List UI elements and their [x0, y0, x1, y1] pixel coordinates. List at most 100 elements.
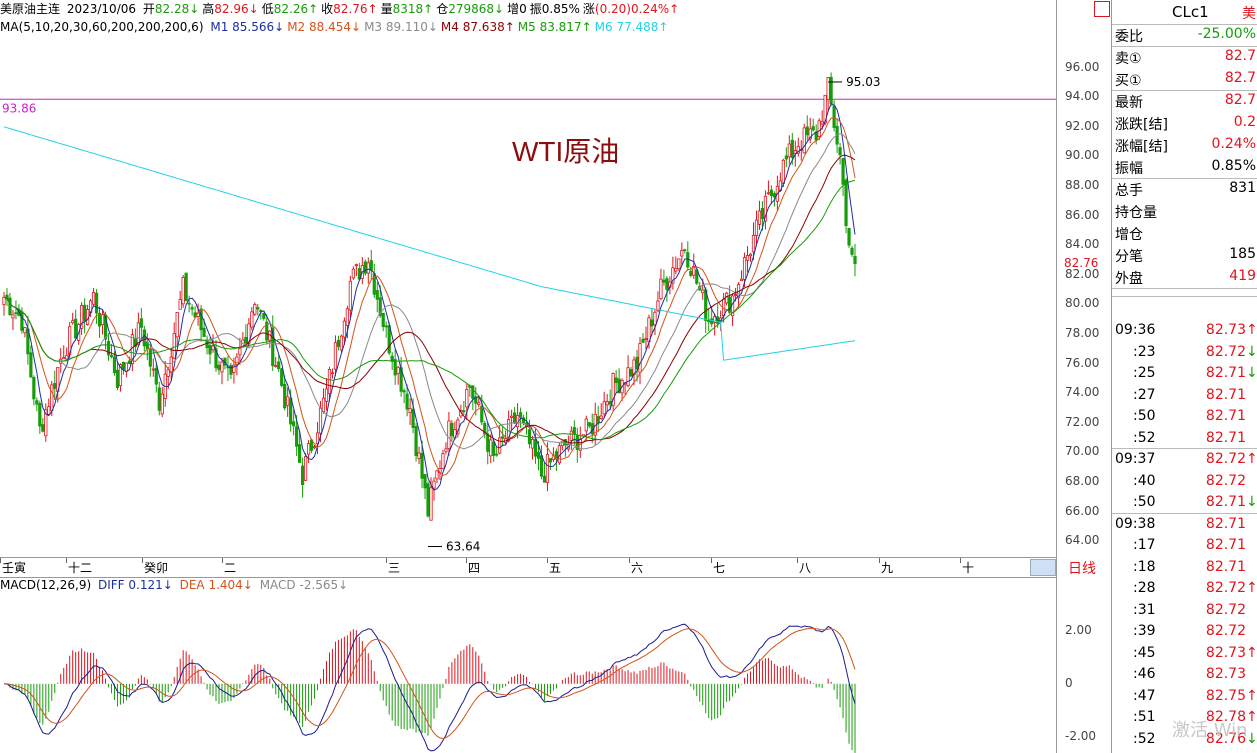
candle-body	[29, 352, 33, 378]
macd-chart[interactable]	[0, 596, 1056, 753]
tick-row: :45 82.73↑	[1115, 643, 1257, 665]
dea-line	[3, 627, 856, 740]
period-button[interactable]: 日线	[1068, 561, 1096, 577]
tick-time: :23	[1133, 343, 1156, 360]
header-item-value: 8318↑	[392, 2, 434, 16]
quote-row: 持仓量	[1115, 200, 1257, 222]
candle-body	[378, 297, 382, 316]
candle-body	[330, 372, 335, 375]
tick-arrow-icon: ↓	[1246, 494, 1257, 510]
candle-body	[295, 426, 299, 447]
tick-arrow-icon: ↓	[1246, 365, 1257, 381]
tick-arrow-icon	[1246, 559, 1256, 575]
price-tick-label: 70.00	[1065, 444, 1100, 459]
scroll-thumb[interactable]	[1030, 559, 1056, 576]
tick-time: :27	[1133, 386, 1156, 403]
tick-price-value: 82.71	[1205, 365, 1246, 381]
quote-row: 振幅 0.85%	[1115, 156, 1257, 178]
candle-body	[62, 357, 66, 360]
candle-body	[677, 258, 681, 270]
tick-price-value: 82.73	[1205, 322, 1246, 338]
tick-price: 82.72	[1206, 602, 1256, 618]
candle-body	[465, 389, 469, 408]
macd-value: MACD -2.565↓	[259, 578, 349, 592]
candle-body	[2, 296, 6, 306]
candle-body	[787, 143, 791, 158]
tick-price: 82.76↓	[1206, 731, 1257, 747]
candle-body	[324, 388, 329, 402]
candle-body	[369, 260, 373, 271]
tick-price-value: 82.78	[1205, 709, 1246, 725]
candle-body	[393, 359, 397, 376]
price-tick-label: 92.00	[1065, 118, 1100, 133]
tick-price: 82.75↑	[1206, 688, 1257, 704]
candle-body	[725, 292, 729, 304]
candle-body	[97, 312, 102, 327]
quote-row: 买① 82.7	[1115, 68, 1257, 90]
candle-body	[91, 292, 96, 305]
month-label: 三	[388, 561, 401, 575]
tick-time: :31	[1133, 601, 1156, 618]
candle-body	[214, 348, 218, 369]
candle-body	[501, 436, 505, 439]
candle-body	[321, 397, 326, 413]
watermark: 激活 Win	[1172, 720, 1248, 741]
candle-body	[510, 415, 514, 418]
candle-body	[351, 268, 355, 279]
header-item-value: 82.76↑	[333, 2, 378, 16]
tick-time: 09:37	[1115, 451, 1156, 467]
candle-body	[250, 311, 254, 328]
price-tick-label: 76.00	[1065, 355, 1100, 370]
quote-row-value: -25.00%	[1197, 26, 1256, 42]
tick-arrow-icon	[1246, 602, 1256, 618]
candle-body	[680, 250, 684, 257]
candle-body	[617, 378, 621, 394]
candle-body	[498, 437, 502, 454]
candle-body	[435, 470, 439, 480]
tick-price-value: 82.72	[1205, 601, 1246, 618]
ma-label: MA(5,10,20,30,60,200,200,200,6)	[0, 20, 204, 34]
tick-time: 09:36	[1115, 322, 1156, 338]
candle-body	[739, 278, 744, 282]
candlestick-chart[interactable]: 93.86 95.03 63.64 WTI原油	[0, 38, 1056, 556]
tick-time: :17	[1133, 537, 1156, 553]
candle-body	[450, 422, 454, 437]
price-tick-label: 66.00	[1065, 503, 1100, 518]
candle-body	[65, 355, 69, 360]
candle-body	[339, 335, 344, 351]
header-item: 开82.28↓	[143, 0, 199, 17]
quote-header: 美原油主连 2023/10/06 开82.28↓ 高82.96↓ 低82.26↑ 收8…	[0, 0, 1056, 20]
candle-body	[689, 270, 693, 276]
candle-body	[841, 158, 845, 185]
candle-body	[754, 219, 759, 236]
quote-row: 外盘 419	[1115, 266, 1257, 288]
candle-body	[629, 369, 633, 377]
candle-body	[751, 234, 756, 253]
candle-body	[306, 443, 311, 455]
candle-body	[781, 159, 785, 184]
tick-arrow-icon: ↑	[1246, 451, 1257, 467]
quote-row-value: 82.7	[1224, 70, 1256, 86]
month-label: 四	[468, 561, 481, 575]
tick-time: :39	[1133, 623, 1156, 639]
tick-price-value: 82.71	[1205, 386, 1246, 403]
candle-body	[429, 487, 433, 521]
month-label: 九	[881, 561, 894, 575]
ma-line-m5	[3, 179, 856, 441]
candle-body	[769, 189, 774, 197]
candle-body	[489, 439, 493, 457]
month-tick	[629, 558, 630, 563]
ma-item: M4 87.638↑	[440, 20, 515, 34]
candle-body	[303, 456, 308, 481]
panel-toggle-icon[interactable]	[1094, 1, 1110, 17]
last-price-label: 82.76	[1064, 255, 1099, 270]
tick-time: :47	[1133, 687, 1156, 704]
candle-body	[238, 348, 242, 356]
candle-body	[713, 316, 717, 323]
candle-body	[480, 405, 484, 423]
candle-body	[292, 421, 296, 427]
tick-arrow-icon	[1246, 430, 1256, 446]
candle-body	[336, 340, 341, 347]
candle-body	[817, 120, 821, 137]
tick-price-value: 82.72	[1205, 580, 1246, 596]
